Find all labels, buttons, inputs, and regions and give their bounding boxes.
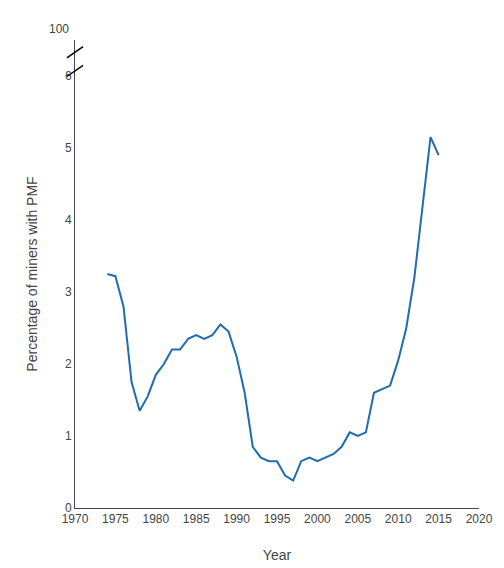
svg-text:100: 100: [49, 22, 69, 36]
svg-text:1970: 1970: [62, 512, 89, 526]
svg-text:2020: 2020: [466, 512, 493, 526]
svg-text:1995: 1995: [264, 512, 291, 526]
svg-text:Percentage of miners with PMF: Percentage of miners with PMF: [24, 176, 40, 371]
svg-text:6: 6: [65, 69, 72, 83]
svg-text:1990: 1990: [223, 512, 250, 526]
svg-text:3: 3: [65, 285, 72, 299]
svg-text:4: 4: [65, 213, 72, 227]
svg-text:Year: Year: [263, 547, 292, 563]
svg-text:5: 5: [65, 141, 72, 155]
svg-text:1975: 1975: [102, 512, 129, 526]
svg-text:2015: 2015: [425, 512, 452, 526]
svg-text:0: 0: [65, 501, 72, 515]
svg-text:1980: 1980: [142, 512, 169, 526]
svg-text:2: 2: [65, 357, 72, 371]
svg-text:1: 1: [65, 429, 72, 443]
svg-text:2010: 2010: [385, 512, 412, 526]
svg-text:2005: 2005: [344, 512, 371, 526]
svg-text:1985: 1985: [183, 512, 210, 526]
svg-text:2000: 2000: [304, 512, 331, 526]
